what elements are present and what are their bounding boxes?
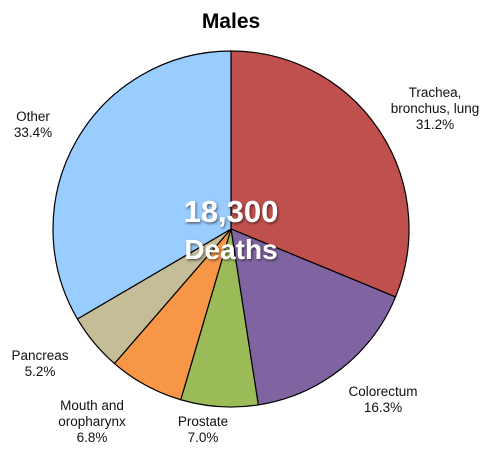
slice-label: Colorectum 16.3% (348, 384, 417, 415)
center-caption: Deaths (184, 234, 277, 265)
chart-title: Males (202, 10, 260, 33)
center-label: 18,300 Deaths (184, 194, 279, 265)
slice-labels: Trachea, bronchus, lung 31.2% Colorectum 16.… (11, 85, 479, 445)
slice-label: Prostate 7.0% (178, 414, 228, 445)
pie-slice (230, 50, 410, 298)
pie-slice (230, 228, 397, 406)
slice-label: Pancreas 5.2% (11, 348, 68, 379)
pie-slice (52, 50, 232, 320)
slice-label: Trachea, bronchus, lung 31.2% (391, 85, 480, 132)
slice-label: Other 33.4% (14, 109, 52, 140)
pie-slices (52, 50, 410, 408)
center-value: 18,300 (184, 194, 279, 229)
slice-label: Mouth and oropharynx 6.8% (58, 398, 126, 445)
